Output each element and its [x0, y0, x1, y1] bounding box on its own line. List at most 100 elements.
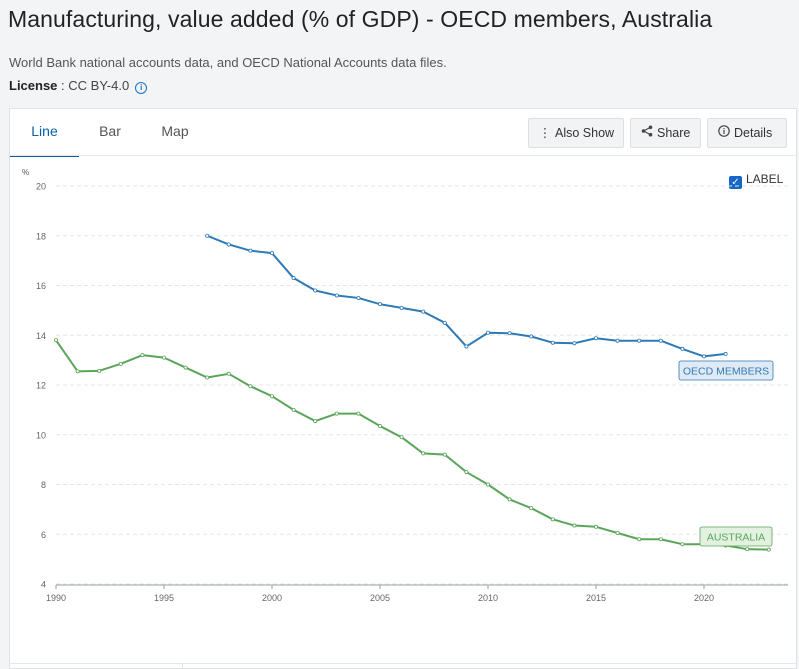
data-point	[637, 537, 642, 542]
data-point	[658, 338, 663, 343]
data-point	[97, 368, 102, 373]
label-toggle-text: LABEL	[746, 172, 784, 186]
x-tick-label: 2020	[694, 593, 714, 603]
x-tick-label: 1990	[46, 593, 66, 603]
data-point	[572, 523, 577, 528]
tab-bar[interactable]: Bar	[99, 123, 121, 139]
x-tick-label: 2010	[478, 593, 498, 603]
x-tick-label: 2015	[586, 593, 606, 603]
x-tick-label: 2005	[370, 593, 390, 603]
share-button[interactable]: Share	[630, 118, 701, 148]
series-label-box	[699, 526, 773, 547]
data-point	[248, 248, 253, 253]
data-point	[356, 411, 361, 416]
data-point	[442, 320, 447, 325]
series-label: AUSTRALIA	[707, 532, 765, 544]
data-point	[680, 346, 685, 351]
data-point	[399, 305, 404, 310]
data-point	[291, 407, 296, 412]
data-point	[464, 470, 469, 475]
data-point	[485, 482, 490, 487]
data-point	[313, 288, 318, 293]
x-tick-label: 1995	[154, 593, 174, 603]
info-icon[interactable]: i	[135, 82, 148, 94]
vertical-dots-icon: ⋮	[538, 126, 552, 140]
details-label: Details	[734, 126, 773, 140]
tab-line[interactable]: Line	[10, 109, 79, 157]
data-point	[161, 355, 166, 360]
license-value: : CC BY-4.0	[57, 78, 130, 93]
data-point	[766, 547, 771, 552]
data-point	[442, 452, 447, 457]
share-label: Share	[657, 126, 691, 140]
data-point	[334, 293, 339, 298]
data-point	[118, 361, 123, 366]
series-line-australia	[55, 339, 769, 551]
label-toggle[interactable]: ✓ LABEL	[729, 172, 783, 189]
data-point	[615, 338, 620, 343]
data-point	[421, 451, 426, 456]
data-point	[356, 295, 361, 300]
data-point	[248, 384, 253, 389]
data-point	[637, 338, 642, 343]
data-point	[334, 411, 339, 416]
data-point	[485, 330, 490, 335]
data-point	[745, 547, 750, 552]
data-point	[658, 537, 663, 542]
series-label-box	[678, 360, 774, 381]
page-title: Manufacturing, value added (% of GDP) - …	[8, 6, 713, 32]
info-circle-icon	[717, 119, 731, 147]
license-line: License : CC BY-4.0 i	[9, 78, 148, 94]
data-point	[377, 302, 382, 307]
tab-divider	[10, 155, 796, 156]
y-tick-label: 16	[36, 281, 46, 291]
bottom-divider	[10, 663, 796, 664]
source-note: World Bank national accounts data, and O…	[9, 55, 447, 70]
x-tick-label: 2000	[262, 593, 282, 603]
line-chart: 4 6 8 10 12 14 16 18 20% 1990 1995 2000 2005 2010 2015…	[22, 168, 788, 603]
data-point	[723, 351, 728, 356]
y-tick-label: 8	[41, 480, 46, 490]
bottom-separator	[182, 663, 183, 669]
data-point	[377, 424, 382, 429]
data-point	[226, 371, 231, 376]
license-label: License	[9, 78, 58, 93]
data-point	[702, 354, 707, 359]
data-point	[507, 497, 512, 502]
data-point	[226, 242, 231, 247]
series-label: OECD MEMBERS	[683, 366, 769, 378]
also-show-label: Also Show	[555, 126, 615, 140]
data-point	[507, 331, 512, 336]
data-point	[421, 309, 426, 314]
series-line-oecd-members	[206, 234, 726, 358]
data-point	[54, 338, 59, 343]
data-point	[140, 353, 145, 358]
data-point	[75, 369, 80, 374]
data-point	[183, 365, 188, 370]
also-show-button[interactable]: ⋮ Also Show	[528, 118, 624, 148]
y-tick-label: 10	[36, 430, 46, 440]
data-point	[269, 251, 274, 256]
y-tick-label: 14	[36, 331, 46, 341]
data-point	[680, 542, 685, 547]
details-button[interactable]: Details	[707, 118, 787, 148]
tab-map[interactable]: Map	[161, 123, 189, 139]
chart-panel: Line Bar Map ⋮ Also Show Share Details ✓ L…	[9, 108, 797, 669]
data-point	[291, 276, 296, 281]
data-point	[269, 394, 274, 399]
y-tick-label: 4	[41, 580, 46, 590]
y-tick-label: 12	[36, 381, 46, 391]
data-point	[550, 517, 555, 522]
y-tick-label: 6	[41, 530, 46, 540]
data-point	[205, 233, 210, 238]
data-point	[572, 341, 577, 346]
data-point	[594, 336, 599, 341]
data-point	[205, 375, 210, 380]
data-point	[615, 531, 620, 536]
data-point	[594, 524, 599, 529]
y-axis-unit: %	[22, 168, 29, 177]
data-point	[529, 506, 534, 511]
data-point	[399, 435, 404, 440]
data-point	[313, 419, 318, 424]
y-tick-label: 20	[36, 182, 46, 192]
